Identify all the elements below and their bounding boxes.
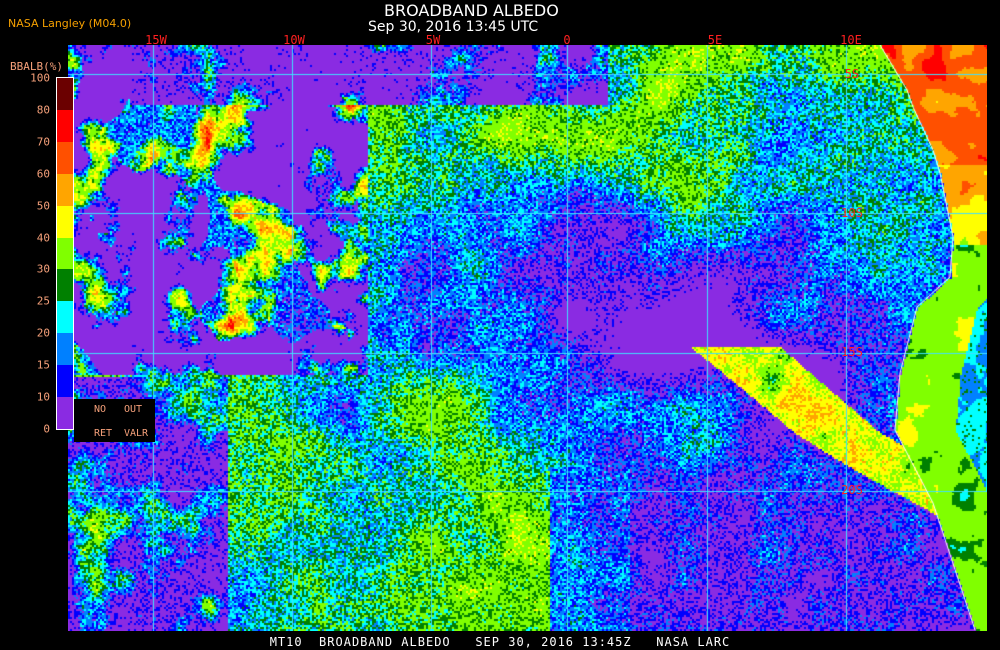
longitude-label: 15W xyxy=(145,33,167,47)
legend-tick-label: 20 xyxy=(36,326,50,340)
longitude-label: 5E xyxy=(707,33,723,47)
footer-caption: MT10 BROADBAND ALBEDO SEP 30, 2016 13:45… xyxy=(269,635,731,649)
legend-swatch xyxy=(57,365,73,398)
legend-tick-label: 30 xyxy=(36,262,50,276)
legend-tick-label: 10 xyxy=(36,390,50,404)
longitude-label: 10E xyxy=(840,33,862,47)
legend-swatch xyxy=(57,269,73,302)
albedo-satellite-image xyxy=(68,45,987,631)
legend-swatch xyxy=(57,301,73,334)
source-label: NASA Langley (M04.0) xyxy=(8,17,132,30)
legend-title: BBALB(%) xyxy=(10,60,63,73)
legend-no-retrieval-box: NO OUT RET VALR xyxy=(74,399,155,442)
legend-tick-label: 50 xyxy=(36,199,50,213)
legend-tick-label: 100 xyxy=(30,71,50,85)
legend-tick-label: 80 xyxy=(36,103,50,117)
legend-swatch xyxy=(57,173,73,206)
map-title-text: BROADBAND ALBEDO xyxy=(384,1,559,20)
latitude-label: 15S xyxy=(841,345,863,359)
latitude-label: 5S xyxy=(844,67,860,81)
color-scale-legend xyxy=(56,77,74,430)
legend-tick-label: 60 xyxy=(36,167,50,181)
longitude-label: 0 xyxy=(563,33,571,47)
legend-tick-label: 70 xyxy=(36,135,50,149)
legend-swatch xyxy=(57,397,73,429)
legend-note-no: NO xyxy=(94,404,107,415)
albedo-raster xyxy=(68,45,987,631)
legend-tick-label: 15 xyxy=(36,358,50,372)
map-timestamp: Sep 30, 2016 13:45 UTC xyxy=(368,19,539,35)
legend-swatch xyxy=(57,109,73,142)
legend-note-ret: RET xyxy=(94,428,113,439)
latitude-label: 20S xyxy=(841,483,863,497)
latitude-label: 10S xyxy=(841,206,863,220)
legend-tick-label: 25 xyxy=(36,294,50,308)
longitude-label: 5W xyxy=(425,33,441,47)
legend-tick-label: 0 xyxy=(43,422,50,436)
longitude-label: 10W xyxy=(283,33,305,47)
legend-swatch xyxy=(57,237,73,270)
legend-note-out: OUT xyxy=(124,404,143,415)
legend-tick-label: 40 xyxy=(36,231,50,245)
legend-swatch xyxy=(57,78,73,110)
legend-note-valr: VALR xyxy=(124,428,149,439)
legend-swatch xyxy=(57,333,73,366)
legend-swatch xyxy=(57,205,73,238)
legend-swatch xyxy=(57,141,73,174)
